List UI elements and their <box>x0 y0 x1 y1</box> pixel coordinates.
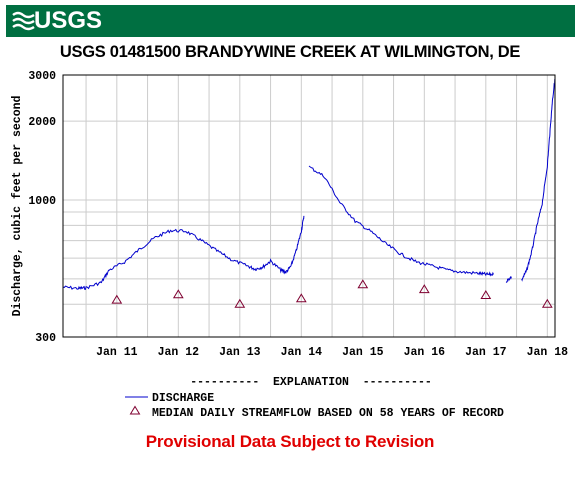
legend-median-triangle-icon <box>129 405 141 415</box>
discharge-line <box>521 78 556 282</box>
median-triangle-marker <box>172 289 184 299</box>
usgs-logo: USGS <box>6 5 126 37</box>
median-triangle-marker <box>357 279 369 289</box>
x-tick-label: Jan 16 <box>404 346 446 359</box>
legend-median-label: MEDIAN DAILY STREAMFLOW BASED ON 58 YEAR… <box>152 407 504 420</box>
legend-discharge-label: DISCHARGE <box>152 392 214 405</box>
discharge-line <box>62 215 305 290</box>
usgs-wave-icon <box>12 11 35 31</box>
y-tick-label: 300 <box>35 332 56 345</box>
usgs-logo-text: USGS <box>34 7 103 34</box>
legend-heading: ---------- EXPLANATION ---------- <box>190 376 432 389</box>
median-triangle-marker <box>418 284 430 294</box>
chart-title: USGS 01481500 BRANDYWINE CREEK AT WILMIN… <box>59 43 521 61</box>
median-triangle-marker <box>234 298 246 308</box>
median-triangle-marker <box>480 290 492 300</box>
y-tick-label: 3000 <box>28 70 56 83</box>
median-triangle-marker <box>111 294 123 304</box>
plot-frame <box>62 74 556 338</box>
x-tick-label: Jan 11 <box>96 346 138 359</box>
y-tick-label: 1000 <box>28 195 56 208</box>
x-tick-label: Jan 12 <box>158 346 200 359</box>
x-tick-label: Jan 17 <box>465 346 507 359</box>
usgs-banner: USGS <box>6 5 575 37</box>
y-tick-label: 2000 <box>28 116 56 129</box>
x-tick-label: Jan 18 <box>527 346 569 359</box>
x-tick-label: Jan 14 <box>281 346 323 359</box>
median-triangle-marker <box>295 293 307 303</box>
median-triangle-marker <box>541 298 553 308</box>
discharge-line <box>308 165 494 277</box>
x-tick-label: Jan 15 <box>342 346 384 359</box>
provisional-notice: Provisional Data Subject to Revision <box>145 432 435 451</box>
discharge-line <box>505 276 512 283</box>
y-axis-label: Discharge, cubic feet per second <box>11 95 24 316</box>
x-tick-label: Jan 13 <box>219 346 261 359</box>
